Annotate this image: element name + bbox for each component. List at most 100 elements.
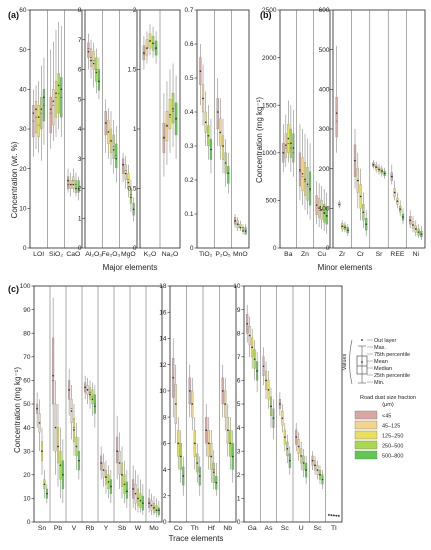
mean-point — [222, 145, 224, 147]
mean-point — [69, 183, 72, 186]
y-tick-label: 5 — [237, 401, 241, 408]
category-label: MnO — [233, 251, 248, 258]
legend-key-label-1: Max. — [374, 345, 386, 351]
y-tick-label: 3 — [237, 448, 241, 455]
category-label: Sc — [314, 525, 323, 532]
mean-point — [41, 450, 43, 453]
legend-key-label-6: Min. — [374, 380, 385, 386]
mean-point — [304, 178, 306, 181]
y-tick-label: 16 — [159, 309, 167, 316]
mean-point — [328, 514, 330, 516]
mean-point — [256, 370, 258, 372]
mean-point — [301, 172, 304, 175]
legend-title-line2: (μm) — [382, 402, 394, 408]
mean-point — [122, 163, 124, 166]
category-label: As — [265, 525, 274, 532]
mean-point — [94, 405, 96, 408]
y-tick-label: 40 — [23, 425, 31, 432]
mean-point — [37, 116, 40, 118]
mean-point — [153, 507, 155, 509]
mean-point — [126, 490, 128, 493]
mean-point — [52, 100, 55, 103]
mean-point — [35, 108, 37, 110]
mean-point — [40, 108, 43, 110]
y-tick-label: 0 — [23, 245, 27, 252]
mean-point — [415, 228, 417, 230]
mean-point — [231, 455, 234, 458]
category-label: Sc — [281, 525, 290, 532]
subplot-major-3: 0 0.5 1 1.5 2 K₂O Na₂O — [127, 7, 181, 258]
mean-point — [169, 113, 171, 116]
y-tick-label: 8 — [237, 330, 241, 337]
mean-point — [210, 455, 213, 458]
y-tick-label: 10 — [19, 206, 27, 213]
category-label: Rb — [86, 525, 95, 532]
y-tick-label: 0.7 — [184, 7, 193, 14]
legend-swatch — [354, 450, 378, 460]
mean-point — [399, 208, 401, 210]
y-tick-label: 0 — [133, 245, 137, 252]
mean-point — [67, 179, 69, 182]
mean-point — [299, 169, 301, 171]
legend-swatches: <45 45–125 125–250 250–500 500–800 — [354, 410, 403, 460]
xlabel-a: Major elements — [103, 263, 158, 272]
mean-point — [212, 471, 215, 473]
mean-point — [242, 230, 244, 232]
mean-point — [110, 140, 112, 142]
y-tick-label: 6 — [163, 441, 167, 448]
category-label: Cu — [317, 251, 326, 258]
y-tick-label: 0.3 — [184, 143, 193, 150]
subplot-minor-2: 0 100 200 300 400 500 600 Zr Cr Sr REE Ni — [319, 7, 426, 258]
mean-point — [215, 481, 218, 484]
mean-point — [262, 365, 265, 368]
y-tick-label: 80 — [23, 330, 31, 337]
mean-point — [123, 483, 126, 486]
mean-point — [57, 84, 60, 87]
y-tick-label: 2 — [133, 7, 137, 14]
box — [87, 42, 90, 58]
category-label: P₂O₅ — [215, 251, 230, 258]
y-tick-label: 3 — [78, 156, 82, 163]
mean-point — [60, 88, 63, 91]
y-tick-label: 0.2 — [184, 177, 193, 184]
ylabel-b: Concentration (mg kg⁻¹) — [255, 97, 264, 183]
mean-point — [196, 462, 199, 464]
mean-point — [127, 181, 130, 184]
mean-point — [132, 208, 135, 211]
y-tick-label: 14 — [159, 336, 167, 343]
mean-point — [107, 131, 110, 133]
mean-point — [172, 107, 174, 110]
legend-class-label: 250–500 — [382, 444, 403, 450]
panel-label-c: (c) — [8, 284, 19, 294]
mean-point — [207, 135, 210, 137]
xlabel-c: Trace elements — [169, 534, 224, 543]
subplot-trace-1: 0 10 20 30 40 50 60 70 80 90 100 Sn Pb V Rb Y Sb W Mo — [20, 283, 163, 532]
mean-point — [224, 162, 227, 164]
mean-point — [341, 225, 344, 227]
mean-point — [292, 147, 295, 149]
mean-point — [105, 476, 107, 478]
y-tick-label: 2 — [78, 186, 82, 193]
mean-point — [251, 346, 253, 349]
y-tick-label: 500 — [266, 198, 277, 205]
plot-frame — [196, 9, 250, 249]
ylabel-c: Concentration (mg kg⁻¹) — [13, 367, 22, 453]
mean-point — [305, 469, 307, 471]
box — [56, 427, 60, 464]
y-tick-label: 0.5 — [127, 186, 136, 193]
category-label: TiO₂ — [199, 251, 213, 258]
mean-point — [72, 183, 75, 186]
y-tick-label: 500 — [319, 47, 330, 54]
box — [116, 436, 119, 464]
y-tick-label: 1 — [78, 215, 82, 222]
legend-class-label: 45–125 — [382, 424, 400, 430]
y-tick-label: 40 — [19, 87, 27, 94]
mean-point — [227, 172, 230, 174]
y-tick-label: 9 — [237, 307, 241, 314]
y-tick-label: 18 — [159, 283, 167, 290]
legend-class-label: <45 — [382, 414, 391, 420]
category-label: Ga — [248, 525, 257, 532]
box — [157, 507, 160, 516]
y-tick-label: 20 — [19, 166, 27, 173]
